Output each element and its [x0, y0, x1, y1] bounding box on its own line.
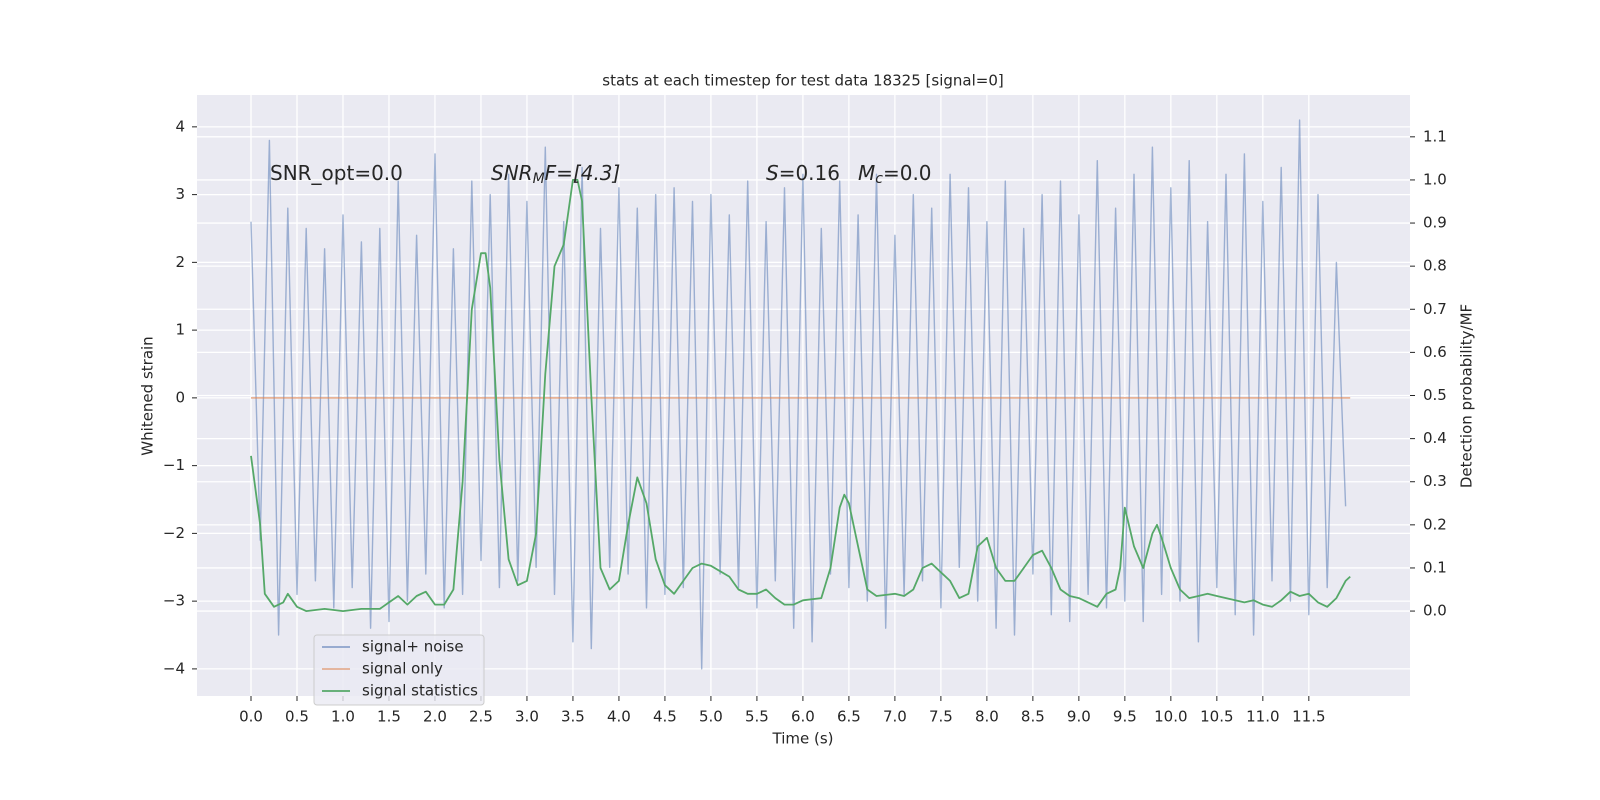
annotation-sub: c	[875, 171, 883, 187]
y2-axis-label: Detection probability/MF	[1458, 304, 1476, 488]
x-tick-label: 11.0	[1246, 708, 1279, 726]
annotation-sub: M	[533, 171, 545, 187]
y-tick-label: −4	[163, 659, 185, 677]
x-axis-label: Time (s)	[772, 730, 834, 748]
y2-tick-label: 1.1	[1423, 127, 1447, 145]
series-line	[250, 179, 1351, 612]
annotation: SNR_opt=0.0	[270, 161, 403, 185]
x-tick-label: 11.5	[1292, 708, 1325, 726]
legend-label: signal only	[362, 660, 443, 678]
x-tick-label: 3.0	[515, 708, 539, 726]
x-tick-label: 0.5	[285, 708, 309, 726]
x-tick-label: 8.5	[1021, 708, 1045, 726]
chart-title: stats at each timestep for test data 183…	[602, 72, 1003, 90]
legend-box	[313, 634, 485, 706]
y2-tick-label: 0.0	[1423, 602, 1447, 620]
y-tick-label: −2	[163, 524, 185, 542]
annotation-text: SNR	[491, 161, 533, 185]
y-tick-label: 4	[175, 117, 185, 135]
x-tick-label: 6.0	[791, 708, 815, 726]
y-tick-label: 0	[175, 388, 185, 406]
x-tick-label: 10.0	[1154, 708, 1187, 726]
series-line	[250, 119, 1347, 670]
x-tick-label: 6.5	[837, 708, 861, 726]
annotation: SNRMF=[4.3]	[491, 161, 620, 188]
y2-tick-label: 0.1	[1423, 558, 1447, 576]
annotation-text: SNR_opt=0.0	[270, 161, 403, 185]
annotation-text: =0.0	[883, 161, 932, 185]
annotations: SNR_opt=0.0 SNRMF=[4.3] S=0.16 Mc=0.0	[270, 161, 932, 188]
annotation-text: F=[4.3]	[545, 161, 621, 185]
x-tick-label: 10.5	[1200, 708, 1233, 726]
annotation: Mc=0.0	[858, 161, 932, 188]
x-tick-label: 2.0	[423, 708, 447, 726]
marks	[250, 119, 1351, 670]
x-tick-label: 7.0	[883, 708, 907, 726]
x-tick-label: 4.5	[653, 708, 677, 726]
y-tick-label: −1	[163, 456, 185, 474]
x-tick-label: 4.0	[607, 708, 631, 726]
y2-tick-label: 0.7	[1423, 300, 1447, 318]
y-axis-label: Whitened strain	[139, 336, 157, 455]
y2-tick-label: 0.2	[1423, 515, 1447, 533]
x-tick-label: 8.0	[975, 708, 999, 726]
y2-tick-label: 0.6	[1423, 343, 1447, 361]
x-tick-label: 1.5	[377, 708, 401, 726]
y-tick-label: 3	[175, 185, 185, 203]
annotation: S=0.16	[766, 161, 840, 185]
x-tick-label: 9.0	[1067, 708, 1091, 726]
x-tick-label: 9.5	[1113, 708, 1137, 726]
y2-tick-label: 0.8	[1423, 257, 1447, 275]
annotation-text: S	[766, 161, 779, 185]
legend-label: signal statistics	[362, 682, 478, 700]
annotation-text: M	[858, 161, 875, 185]
x-tick-label: 1.0	[331, 708, 355, 726]
x-tick-label: 7.5	[929, 708, 953, 726]
y2-tick-label: 1.0	[1423, 170, 1447, 188]
legend: signal+ noise signal only signal statistic…	[313, 634, 485, 706]
x-tick-label: 0.0	[239, 708, 263, 726]
y2-tick-label: 0.5	[1423, 386, 1447, 404]
x-tick-label: 5.5	[745, 708, 769, 726]
y-tick-label: 2	[175, 253, 185, 271]
x-tick-label: 5.0	[699, 708, 723, 726]
x-tick-label: 2.5	[469, 708, 493, 726]
y2-tick-label: 0.4	[1423, 429, 1447, 447]
y-tick-label: −3	[163, 592, 185, 610]
annotation-text: =0.16	[779, 161, 840, 185]
y2-tick-label: 0.9	[1423, 214, 1447, 232]
x-tick-label: 3.5	[561, 708, 585, 726]
legend-label: signal+ noise	[362, 638, 464, 656]
y-tick-label: 1	[175, 321, 185, 339]
y2-tick-label: 0.3	[1423, 472, 1447, 490]
